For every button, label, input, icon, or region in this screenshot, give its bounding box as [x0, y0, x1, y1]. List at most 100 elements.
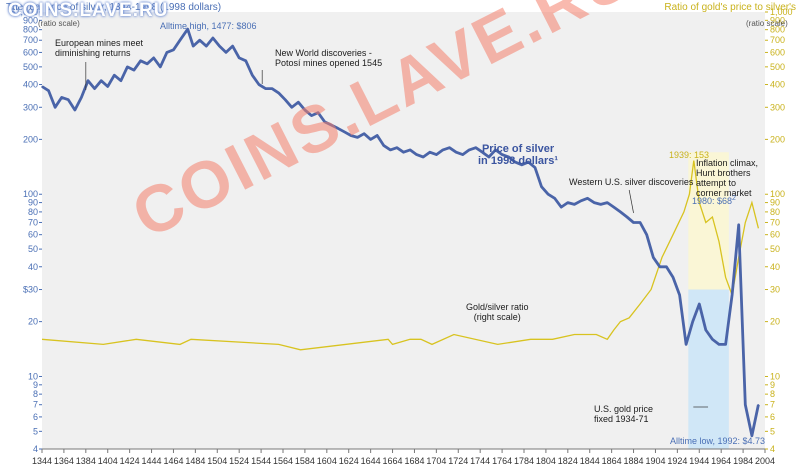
price-point	[692, 321, 694, 323]
price-point	[429, 151, 431, 153]
price-point	[343, 131, 345, 133]
y-right-tick-label: 100	[770, 189, 785, 199]
price-point	[179, 39, 181, 41]
y-right-tick-label: 600	[770, 47, 785, 57]
y-left-tick-label: 90	[28, 198, 38, 208]
price-point	[238, 57, 240, 59]
price-point	[376, 134, 378, 137]
price-point	[159, 66, 161, 68]
x-tick-label: 1384	[76, 456, 96, 466]
y-left-tick-label: 10	[28, 371, 38, 381]
x-tick-label: 1504	[207, 456, 227, 466]
y-right-tick-label: 90	[770, 198, 780, 208]
y-right-tick-label: 500	[770, 62, 785, 72]
price-point	[139, 60, 142, 62]
price-point	[187, 28, 189, 30]
price-point	[264, 87, 267, 90]
price-point	[665, 266, 668, 268]
price-point	[87, 80, 89, 82]
ratio-series-label: Gold/silver ratio (right scale)	[466, 302, 529, 322]
x-tick-label: 1344	[32, 456, 52, 466]
western-us-arrow	[628, 189, 634, 214]
x-tick-label: 1604	[317, 456, 337, 466]
x-tick-label: 1844	[580, 456, 600, 466]
price-point	[600, 203, 602, 205]
x-tick-label: 1824	[558, 456, 578, 466]
y-right-tick-label: 7	[770, 400, 775, 410]
new-world-label: New World discoveries - Potosí mines ope…	[275, 48, 383, 68]
price-point	[547, 193, 549, 195]
price-point	[422, 156, 424, 158]
price-1980-value: 1980: $68	[692, 196, 733, 206]
price-point	[350, 134, 352, 137]
x-tick-label: 1704	[426, 456, 446, 466]
price-point	[501, 154, 503, 156]
x-tick-label: 1784	[514, 456, 534, 466]
ratio-peak-label: 1939: 153	[669, 150, 710, 160]
price-point	[67, 99, 69, 101]
price-point	[402, 151, 405, 153]
price-point	[534, 167, 536, 169]
y-left-tick-label: $1,000	[10, 7, 38, 17]
y-right-tick-label: 9	[770, 380, 775, 390]
price-point	[317, 112, 319, 114]
x-tick-label: 1564	[273, 456, 293, 466]
y-left-tick-label: $30	[23, 285, 38, 295]
price-point	[271, 87, 273, 90]
y-left-tick-label: 40	[28, 262, 38, 272]
price-point	[718, 343, 720, 345]
price-point	[751, 435, 753, 437]
y-left-tick-label: 100	[23, 189, 38, 199]
alltime-high-label: Alltime high, 1477: $806	[160, 21, 257, 31]
price-point	[613, 206, 615, 208]
price-point	[462, 154, 464, 156]
price-point	[580, 200, 582, 202]
price-point	[304, 109, 306, 111]
x-tick-label: 1684	[404, 456, 424, 466]
price-point	[738, 224, 740, 226]
y-right-tick-label: 70	[770, 217, 780, 227]
y-left-tick-label: 70	[28, 217, 38, 227]
y-left-tick-label: 700	[23, 35, 38, 45]
y-right-tick-label: 30	[770, 285, 780, 295]
price-point	[258, 83, 260, 86]
price-point	[475, 147, 477, 149]
price-1980-footnote: 2	[732, 195, 736, 202]
price-point	[133, 69, 135, 71]
x-tick-label: 1944	[689, 456, 709, 466]
price-point	[560, 206, 562, 208]
price-point	[80, 96, 83, 98]
y-right-tick-label: 10	[770, 371, 780, 381]
y-left-tick-label: 20	[28, 317, 38, 327]
price-point	[251, 74, 253, 76]
x-tick-label: 1524	[229, 456, 249, 466]
y-right-tick-label: 4	[770, 444, 775, 454]
right-scale-note: (ratio scale)	[746, 19, 788, 28]
price-point	[593, 201, 595, 204]
x-tick-label: 1644	[361, 456, 381, 466]
y-left-tick-label: 200	[23, 134, 38, 144]
x-axis: 1344 1364 1384 1404 1424 1444 1464 1484 1504 1524…	[32, 448, 775, 466]
price-point	[672, 276, 674, 278]
x-tick-label: 1444	[142, 456, 162, 466]
price-point	[731, 294, 733, 296]
x-tick-label: 1624	[339, 456, 359, 466]
y-right-tick-label: 50	[770, 244, 780, 254]
y-right-tick-label: 60	[770, 230, 780, 240]
y-right-tick-label: 80	[770, 207, 780, 217]
y-right-tick-label: 1,000	[770, 7, 793, 17]
y-right-tick-label: 200	[770, 134, 785, 144]
price-point	[659, 266, 661, 268]
x-tick-label: 1984	[733, 456, 753, 466]
price-point	[711, 338, 714, 340]
price-point	[744, 404, 746, 406]
price-point	[626, 216, 628, 218]
y-left-tick-label: 80	[28, 207, 38, 217]
price-point	[619, 211, 622, 213]
price-point	[54, 106, 56, 108]
price-1980-label: 1980: $682	[692, 194, 736, 206]
price-point	[232, 45, 234, 47]
price-point	[409, 149, 411, 151]
